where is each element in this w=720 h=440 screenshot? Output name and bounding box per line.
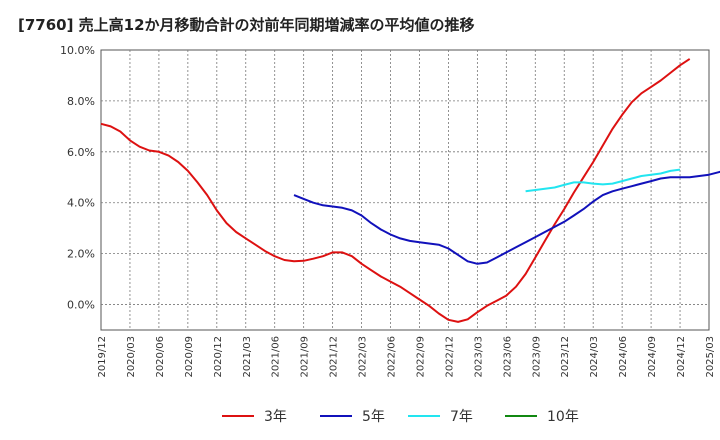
x-tick-label: 2024/09 (647, 336, 658, 378)
x-tick-label: 2022/12 (444, 336, 455, 378)
x-tick-label: 2023/09 (531, 336, 542, 378)
x-tick-label: 2025/03 (705, 336, 716, 378)
legend: 3年 5年 7年 10年 (0, 400, 720, 430)
series-lines (100, 58, 720, 323)
x-tick-label: 2021/12 (329, 336, 340, 378)
legend-item: 7年 (408, 406, 473, 426)
y-tick-label: 8.0% (67, 95, 95, 108)
legend-swatch (222, 415, 254, 417)
x-tick-label: 2022/03 (358, 336, 369, 378)
y-gridlines (101, 100, 709, 305)
x-tick-label: 2020/06 (155, 336, 166, 378)
x-tick-label: 2022/09 (415, 336, 426, 378)
x-tick-label: 2022/06 (387, 336, 398, 378)
x-tick-label: 2024/06 (618, 336, 629, 378)
x-tick-label: 2021/06 (271, 336, 282, 378)
x-tick-label: 2024/03 (589, 336, 600, 378)
x-tick-label: 2019/12 (97, 336, 108, 378)
x-tick-label: 2020/03 (126, 336, 137, 378)
chart-title: [7760] 売上高12か月移動合計の対前年同期増減率の平均値の推移 (18, 16, 475, 34)
legend-swatch (408, 415, 440, 417)
y-axis-ticks: 10.0% 8.0% 6.0% 4.0% 2.0% 0.0% (60, 44, 95, 312)
x-tick-label: 2024/12 (676, 336, 687, 378)
legend-item: 10年 (505, 406, 579, 426)
legend-swatch (505, 415, 537, 417)
legend-item: 3年 (222, 406, 287, 426)
legend-swatch (320, 415, 352, 417)
legend-label: 7年 (450, 409, 473, 425)
series-line (293, 170, 720, 265)
x-tick-label: 2020/09 (184, 336, 195, 378)
x-tick-label: 2021/03 (242, 336, 253, 378)
y-tick-label: 2.0% (67, 248, 95, 261)
y-tick-label: 10.0% (60, 44, 95, 57)
legend-label: 5年 (362, 409, 385, 425)
x-tick-label: 2023/03 (473, 336, 484, 378)
y-tick-label: 0.0% (67, 299, 95, 312)
x-tick-label: 2023/06 (502, 336, 513, 378)
series-line (100, 58, 691, 323)
legend-label: 10年 (547, 409, 579, 425)
y-tick-label: 6.0% (67, 146, 95, 159)
chart-plot: 10.0% 8.0% 6.0% 4.0% 2.0% 0.0% 2019/12 2020/03… (60, 44, 720, 378)
x-tick-label: 2021/09 (300, 336, 311, 378)
series-line (525, 168, 681, 193)
x-tick-label: 2023/12 (560, 336, 571, 378)
legend-label: 3年 (264, 409, 287, 425)
x-gridlines (129, 50, 681, 330)
y-tick-label: 4.0% (67, 197, 95, 210)
x-axis-ticks: 2019/12 2020/03 2020/06 2020/09 2020/12 2021/… (97, 336, 716, 378)
x-tick-label: 2020/12 (213, 336, 224, 378)
legend-item: 5年 (320, 406, 385, 426)
